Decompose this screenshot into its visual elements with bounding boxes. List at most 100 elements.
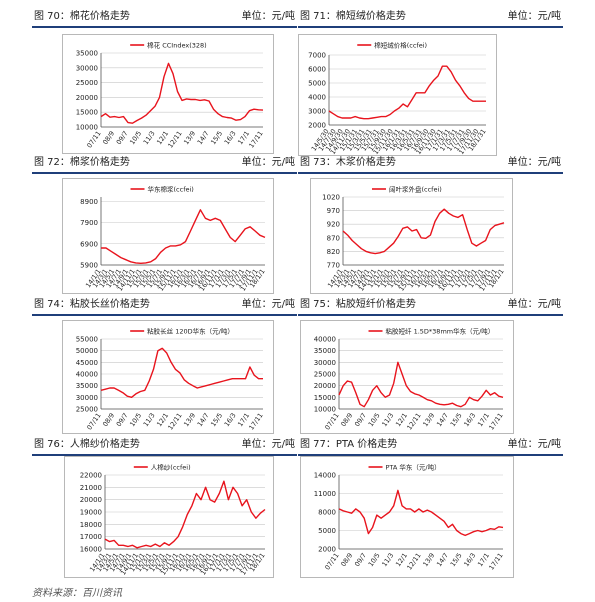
x-tick-label: 13/9 xyxy=(421,412,436,429)
panel-title: 图 74：粘胶长丝价格走势 xyxy=(34,299,150,310)
x-tick-label: 12/11 xyxy=(166,412,183,432)
y-tick-label: 55000 xyxy=(76,336,98,344)
y-tick-label: 21000 xyxy=(80,484,102,492)
y-tick-label: 22000 xyxy=(80,472,102,480)
legend-label: PTA 华东（元/吨） xyxy=(386,463,441,472)
panel-header: 图 70：棉花价格走势 单位：元/吨 xyxy=(32,8,297,28)
x-tick-label: 09/7 xyxy=(115,412,130,429)
x-tick-label: 08/9 xyxy=(101,412,116,429)
x-tick-label: 15/5 xyxy=(209,130,224,147)
series-line xyxy=(100,347,263,399)
y-tick-label: 8900 xyxy=(80,198,98,206)
y-tick-label: 35000 xyxy=(76,382,98,390)
series-line xyxy=(338,489,504,537)
panel-title: 图 70：棉花价格走势 xyxy=(34,11,130,22)
x-tick-label: 12/11 xyxy=(166,130,183,150)
y-tick-label: 35000 xyxy=(314,347,336,355)
legend-label: 华东棉浆(ccfei) xyxy=(148,185,194,194)
y-tick-label: 30000 xyxy=(314,359,336,367)
series-line xyxy=(101,209,266,265)
chart-frame: 25000 30000 35000 40000 45000 50000 55000 07/11… xyxy=(62,320,274,434)
y-tick-label: 20000 xyxy=(314,382,336,390)
y-tick-label: 920 xyxy=(327,221,340,229)
chart-frame: 10000 15000 20000 25000 30000 35000 40000 07/11… xyxy=(300,320,514,434)
panel-title: 图 73：木浆价格走势 xyxy=(300,157,396,168)
x-tick-label: 16/3 xyxy=(223,130,238,147)
x-tick-label: 13/9 xyxy=(182,130,197,147)
y-tick-label: 6900 xyxy=(80,240,98,248)
x-tick-label: 11/3 xyxy=(380,552,395,569)
y-tick-label: 1020 xyxy=(322,194,340,202)
chart-frame: 2000 5000 8000 11000 14000 07/11 08/9 09/7 10/5 1… xyxy=(300,456,514,578)
y-tick-label: 4000 xyxy=(308,94,326,102)
y-tick-label: 35000 xyxy=(76,50,98,58)
x-tick-label: 11/3 xyxy=(142,130,157,147)
panel-title: 图 77：PTA 价格走势 xyxy=(300,439,398,450)
panel-unit: 单位：元/吨 xyxy=(241,299,295,310)
panel-header: 图 77：PTA 价格走势 单位：元/吨 xyxy=(298,436,563,456)
x-tick-label: 17/11 xyxy=(247,130,264,150)
panel-unit: 单位：元/吨 xyxy=(507,439,561,450)
y-tick-label: 18000 xyxy=(80,521,102,529)
chart-frame: 10000 15000 20000 25000 30000 35000 07/11 08/9 0… xyxy=(62,34,274,154)
viscose-staple-price-chart: 10000 15000 20000 25000 30000 35000 40000 07/11… xyxy=(314,327,505,432)
y-tick-label: 8000 xyxy=(318,509,336,517)
x-tick-label: 15/5 xyxy=(449,412,464,429)
x-tick-label: 11/3 xyxy=(380,412,395,429)
y-tick-label: 25000 xyxy=(76,406,98,414)
x-tick-label: 09/7 xyxy=(353,552,368,569)
legend-label: 人棉纱(ccfei) xyxy=(151,463,191,472)
chart-frame: 5900 6900 7900 8900 14/1/1 14/3/1 14/5/1 14/7/1… xyxy=(62,178,274,294)
y-tick-label: 5000 xyxy=(308,80,326,88)
x-tick-label: 13/9 xyxy=(421,552,436,569)
panel-header: 图 74：粘胶长丝价格走势 单位：元/吨 xyxy=(32,296,297,316)
pta-price-chart: 200050008000110001400007/1108/909/710/51… xyxy=(314,463,505,572)
panel-unit: 单位：元/吨 xyxy=(507,11,561,22)
x-tick-label: 17/11 xyxy=(247,412,264,432)
panel-unit: 单位：元/吨 xyxy=(241,439,295,450)
legend-label: 粘胶短纤 1.5D*38mm华东（元/吨） xyxy=(386,327,495,336)
y-tick-label: 19000 xyxy=(80,509,102,517)
y-tick-label: 7000 xyxy=(308,52,326,60)
y-tick-label: 17000 xyxy=(80,533,102,541)
panel-header: 图 75：粘胶短纤价格走势 单位：元/吨 xyxy=(298,296,563,316)
x-tick-label: 10/5 xyxy=(128,130,143,147)
x-tick-label: 15/5 xyxy=(209,412,224,429)
series-line xyxy=(100,62,264,124)
series-line xyxy=(338,361,504,408)
panel-title: 图 76：人棉纱价格走势 xyxy=(34,439,140,450)
source-note: 资料来源：百川资讯 xyxy=(32,588,122,599)
y-tick-label: 2000 xyxy=(308,122,326,130)
panel-title: 图 75：粘胶短纤价格走势 xyxy=(300,299,416,310)
x-tick-label: 11/3 xyxy=(142,412,157,429)
x-tick-label: 12/11 xyxy=(405,552,422,572)
y-tick-label: 3000 xyxy=(308,108,326,116)
cotton-price-chart: 10000 15000 20000 25000 30000 35000 07/1108/90… xyxy=(76,41,265,150)
x-tick-label: 08/9 xyxy=(339,412,354,429)
cotton-linter-price-chart: 20003000400050006000700014/5/3014/7/3014… xyxy=(308,41,487,156)
y-tick-label: 25000 xyxy=(76,79,98,87)
panel-header: 图 71：棉短绒价格走势 单位：元/吨 xyxy=(298,8,563,28)
x-tick-label: 17/11 xyxy=(487,412,504,432)
x-tick-label: 17/11 xyxy=(487,552,504,572)
y-tick-label: 5900 xyxy=(80,262,98,270)
y-tick-label: 15000 xyxy=(76,109,98,117)
y-tick-label: 40000 xyxy=(76,371,98,379)
y-tick-label: 10000 xyxy=(314,406,336,414)
y-tick-label: 20000 xyxy=(80,496,102,504)
x-tick-label: 16/3 xyxy=(223,412,238,429)
chart-frame: 16000 17000 18000 19000 20000 21000 22000 14/1/… xyxy=(64,456,274,578)
panel-title: 图 71：棉短绒价格走势 xyxy=(300,11,406,22)
panel-unit: 单位：元/吨 xyxy=(507,299,561,310)
cotton-pulp-price-chart: 590069007900890014/1/114/3/114/5/114/7/1… xyxy=(80,185,266,293)
y-tick-label: 25000 xyxy=(314,371,336,379)
y-tick-label: 770 xyxy=(327,262,340,270)
wood-pulp-price-chart: 770820870920970102014/1/114/3/114/5/114/… xyxy=(322,185,505,293)
series-line xyxy=(342,208,505,255)
x-tick-label: 14/7 xyxy=(435,552,450,569)
y-tick-label: 40000 xyxy=(314,336,336,344)
chart-frame: 2000 3000 4000 5000 6000 7000 14/5/30 14/7/30 14… xyxy=(298,34,497,156)
y-tick-label: 14000 xyxy=(314,472,336,480)
x-tick-label: 07/11 xyxy=(85,130,102,150)
panel-title: 图 72：棉浆价格走势 xyxy=(34,157,130,168)
